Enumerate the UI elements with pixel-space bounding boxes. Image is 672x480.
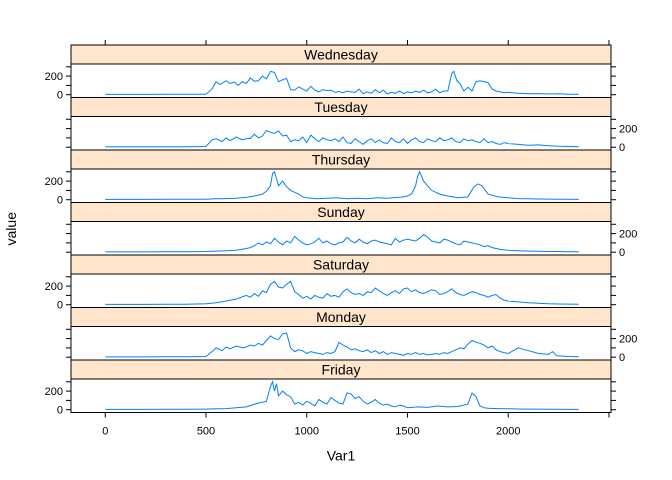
strip-label: Friday [322, 362, 361, 378]
series-line [105, 332, 579, 358]
series-line [105, 233, 579, 253]
y-tick-label: 200 [619, 124, 637, 136]
series-line [105, 70, 579, 95]
y-tick-label: 0 [57, 195, 63, 207]
strip-background [71, 360, 611, 379]
y-tick-label: 200 [45, 176, 63, 188]
y-tick-label: 200 [619, 334, 637, 346]
strip-background [71, 97, 611, 117]
x-tick-label: 500 [197, 426, 215, 438]
x-tick-label: 2000 [496, 426, 520, 438]
strip-background [71, 307, 611, 327]
y-tick-label: 200 [619, 229, 637, 241]
strip-background [71, 150, 611, 169]
series-line [105, 170, 579, 200]
strip-background [71, 202, 611, 222]
strip-background [71, 45, 611, 64]
strip-label: Wednesday [304, 47, 378, 63]
panel-sunday: Sunday [70, 202, 612, 256]
x-tick-label: 1500 [395, 426, 419, 438]
series-line [105, 280, 579, 305]
series-line [105, 380, 579, 410]
y-tick-label: 0 [619, 352, 625, 364]
strip-label: Monday [316, 309, 366, 325]
panel-thursday: Thursday [70, 149, 612, 203]
y-tick-label: 0 [57, 405, 63, 417]
y-tick-label: 0 [57, 300, 63, 312]
x-tick-label: 0 [102, 426, 108, 438]
y-tick-label: 0 [57, 90, 63, 102]
panel-tuesday: Tuesday [70, 97, 612, 151]
panels-group: Wednesday Tuesday Thursday Sunday Saturday Mo… [70, 44, 612, 413]
series-line [105, 129, 579, 148]
x-tick-label: 1000 [295, 426, 319, 438]
x-axis-title: Var1 [327, 448, 356, 464]
strip-background [71, 255, 611, 274]
y-axis-title: value [3, 212, 19, 246]
y-tick-label: 0 [619, 142, 625, 154]
strip-label: Saturday [313, 257, 369, 273]
panel-monday: Monday [70, 307, 612, 361]
y-tick-label: 0 [619, 247, 625, 259]
strip-label: Thursday [312, 152, 370, 168]
panel-wednesday: Wednesday [70, 44, 612, 98]
y-tick-label: 200 [45, 281, 63, 293]
panel-saturday: Saturday [70, 254, 612, 308]
strip-label: Sunday [317, 204, 364, 220]
y-tick-label: 200 [45, 71, 63, 83]
panel-friday: Friday [70, 359, 612, 413]
y-tick-label: 200 [45, 386, 63, 398]
strip-label: Tuesday [314, 99, 367, 115]
panel-border [70, 359, 612, 413]
